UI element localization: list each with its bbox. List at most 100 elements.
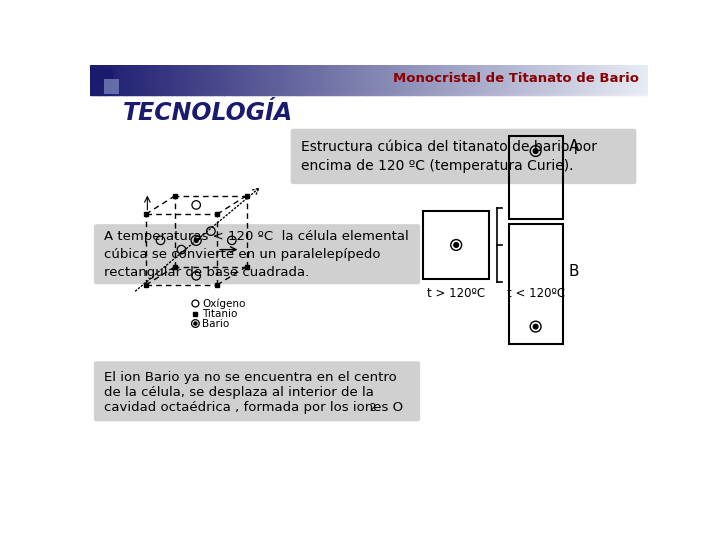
Bar	[400, 93, 403, 95]
Bar	[428, 93, 431, 95]
Bar	[313, 65, 317, 92]
Bar	[138, 93, 141, 95]
Bar	[101, 93, 104, 95]
Bar	[486, 65, 490, 92]
Bar	[99, 93, 102, 95]
FancyBboxPatch shape	[94, 224, 420, 284]
Text: A: A	[569, 139, 580, 154]
Bar	[433, 65, 437, 92]
Text: Monocristal de Titanato de Bario: Monocristal de Titanato de Bario	[392, 72, 639, 85]
Bar	[615, 93, 618, 95]
Bar	[570, 65, 573, 92]
Bar	[196, 93, 199, 95]
Bar	[269, 93, 272, 95]
Bar	[207, 93, 211, 95]
Bar	[498, 93, 501, 95]
Bar	[361, 93, 364, 95]
Bar	[481, 93, 484, 95]
Bar	[500, 93, 504, 95]
Bar	[319, 93, 323, 95]
Bar	[572, 93, 576, 95]
Bar	[642, 65, 646, 92]
Bar	[631, 93, 635, 95]
Bar	[143, 93, 147, 95]
Bar	[145, 65, 149, 92]
Bar	[163, 65, 166, 92]
Bar	[639, 93, 643, 95]
Bar	[606, 65, 610, 92]
Bar	[204, 65, 208, 92]
Bar	[523, 93, 526, 95]
Bar	[112, 65, 116, 92]
Bar	[503, 93, 506, 95]
Bar	[202, 65, 205, 92]
Bar	[271, 93, 275, 95]
Bar	[352, 93, 356, 95]
Bar	[587, 93, 590, 95]
Bar	[422, 65, 426, 92]
Bar	[436, 65, 439, 92]
Bar	[467, 93, 470, 95]
Bar	[349, 65, 353, 92]
Bar	[453, 65, 456, 92]
Bar	[400, 65, 403, 92]
Bar	[190, 93, 194, 95]
Bar	[534, 65, 537, 92]
Bar	[129, 65, 132, 92]
Bar	[126, 65, 130, 92]
Bar	[246, 65, 250, 92]
Bar	[617, 93, 621, 95]
Bar	[581, 93, 585, 95]
Bar	[294, 65, 297, 92]
Bar	[210, 65, 214, 92]
Bar	[352, 65, 356, 92]
Bar	[374, 93, 378, 95]
Bar	[207, 65, 211, 92]
Bar	[584, 93, 588, 95]
Bar	[341, 93, 345, 95]
Bar	[300, 93, 303, 95]
Bar	[481, 65, 484, 92]
Bar	[249, 65, 253, 92]
Bar	[603, 65, 607, 92]
Bar	[590, 93, 593, 95]
Bar	[324, 93, 328, 95]
Bar	[112, 93, 116, 95]
Bar	[612, 93, 616, 95]
Bar	[358, 65, 361, 92]
Bar	[294, 93, 297, 95]
Bar	[536, 65, 540, 92]
Bar	[598, 65, 601, 92]
Bar	[526, 93, 528, 95]
Bar	[581, 65, 585, 92]
Bar	[185, 93, 189, 95]
Bar	[531, 65, 534, 92]
Bar	[377, 65, 381, 92]
Bar	[503, 65, 506, 92]
Bar	[90, 65, 94, 92]
Bar	[151, 65, 155, 92]
Bar	[336, 93, 339, 95]
Bar	[489, 65, 492, 92]
Bar	[478, 65, 482, 92]
Bar	[459, 93, 462, 95]
Bar	[639, 65, 643, 92]
Bar	[539, 65, 543, 92]
Bar	[233, 93, 236, 95]
Bar	[288, 65, 292, 92]
Bar	[305, 93, 308, 95]
Bar	[542, 65, 546, 92]
Bar	[416, 93, 420, 95]
Text: Bario: Bario	[202, 319, 230, 328]
Bar	[168, 65, 171, 92]
Bar	[405, 65, 409, 92]
Bar	[218, 93, 222, 95]
Bar	[645, 65, 649, 92]
Bar	[511, 65, 515, 92]
Bar	[414, 65, 417, 92]
Bar	[419, 65, 423, 92]
Bar	[151, 93, 155, 95]
Bar	[642, 93, 646, 95]
Bar	[520, 93, 523, 95]
Bar	[107, 93, 110, 95]
